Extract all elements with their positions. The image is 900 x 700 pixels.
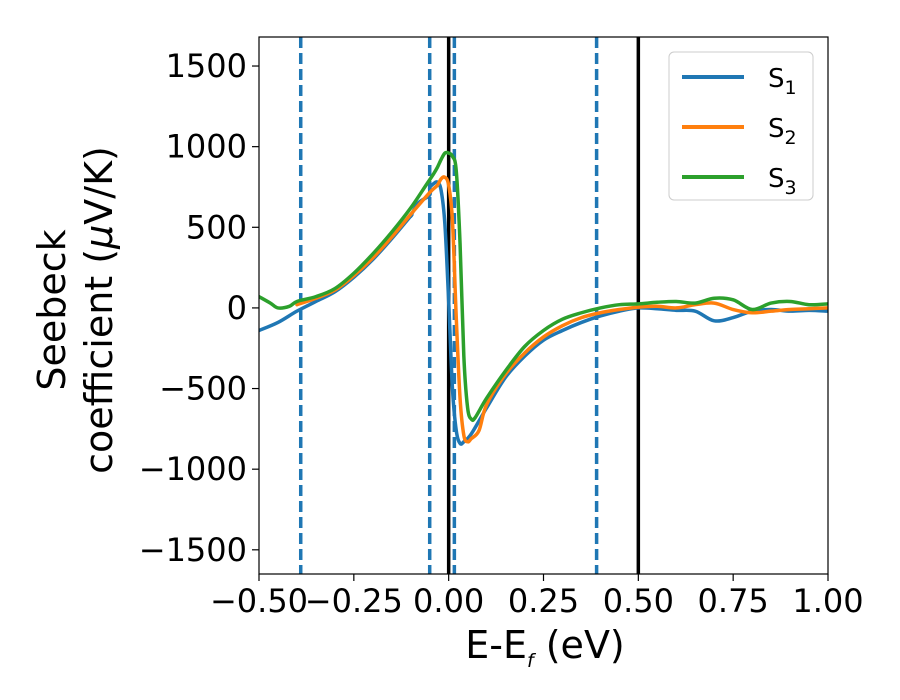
y-axis-label-line2: coefficient (μV/K): [77, 146, 121, 474]
series-lines: [259, 150, 828, 446]
x-axis-ticks: −0.50−0.25 0.00 0.25 0.50 0.75 1.00: [210, 574, 864, 620]
legend-label-s3: S3: [768, 164, 797, 199]
x-tick-label: −0.50: [210, 582, 308, 620]
series-line-s2: [295, 175, 828, 444]
legend-label-s1: S1: [768, 64, 797, 99]
x-axis-label: E-Ef (eV): [465, 623, 625, 672]
y-tick-label: −500: [159, 370, 247, 408]
x-tick-label: 0.75: [698, 582, 769, 620]
x-tick-label: −0.25: [305, 582, 403, 620]
y-tick-label: 500: [186, 208, 247, 246]
y-tick-label: −1000: [139, 450, 247, 488]
y-tick-label: 1000: [166, 128, 247, 166]
y-tick-label: 0: [227, 289, 247, 327]
x-tick-label: 0.50: [603, 582, 674, 620]
x-tick-label: 0.00: [413, 582, 484, 620]
y-tick-label: 1500: [166, 47, 247, 85]
legend-label-s2: S2: [768, 114, 797, 149]
y-axis-label: Seebeck coefficient (μV/K): [30, 146, 121, 474]
x-tick-label: 1.00: [792, 582, 863, 620]
y-axis-label-line1: Seebeck: [30, 229, 74, 390]
reference-lines: [298, 37, 641, 574]
series-line-s3: [259, 150, 828, 423]
y-axis-ticks: −1500 −1000 −500 0 500 1000 1500: [139, 47, 259, 569]
legend: S1 S2 S3: [668, 51, 814, 201]
x-tick-label: 0.25: [508, 582, 579, 620]
y-tick-label: −1500: [139, 531, 247, 569]
